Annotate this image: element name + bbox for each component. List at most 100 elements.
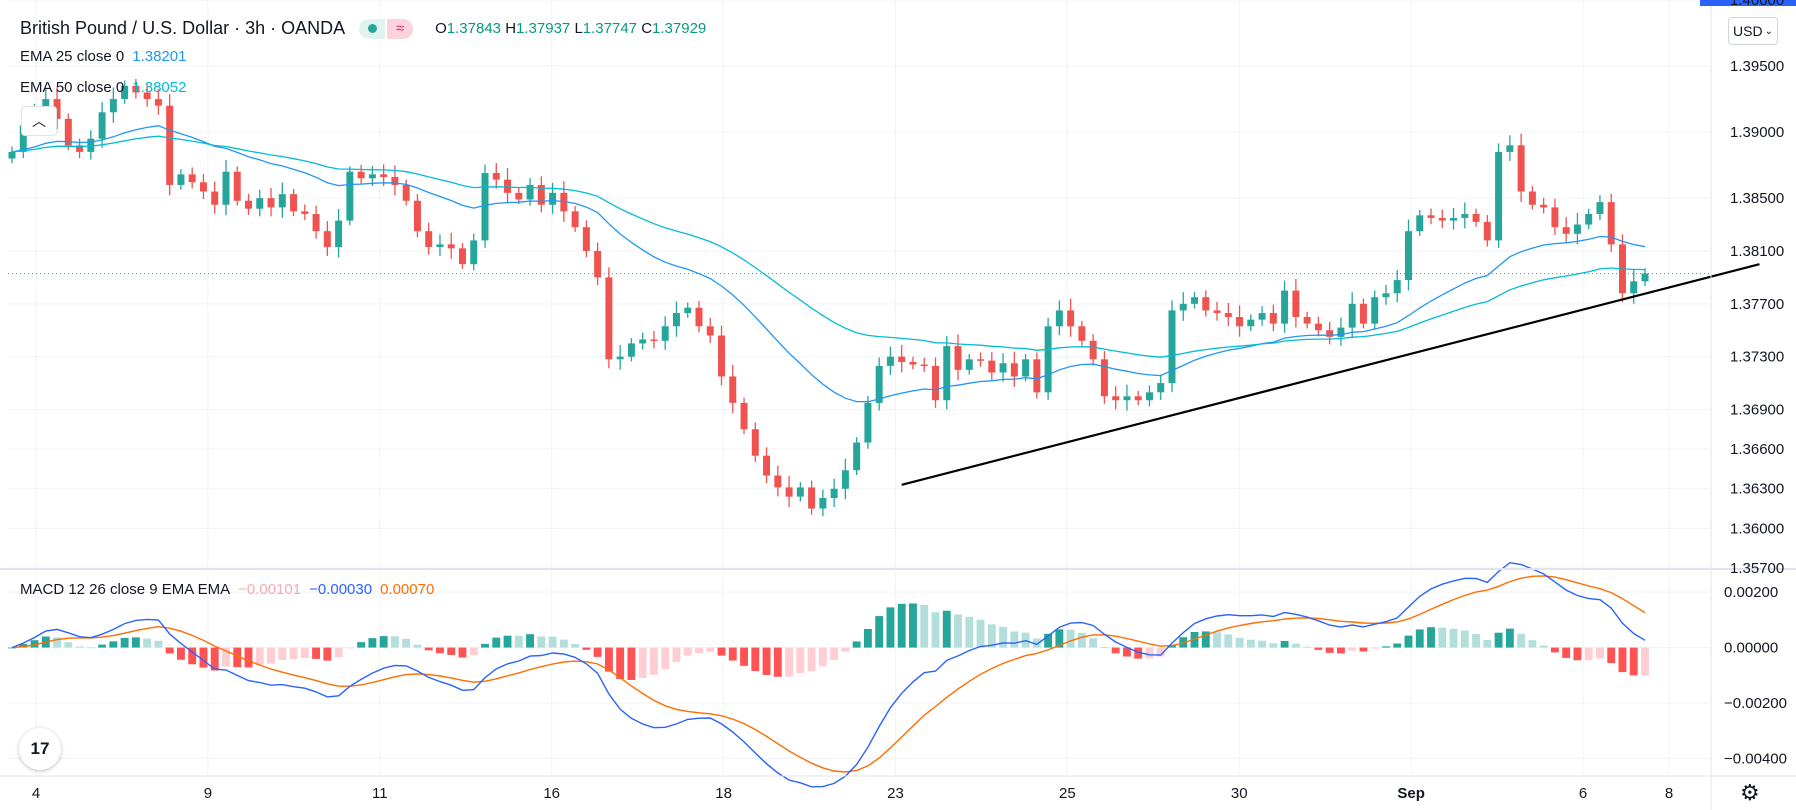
- time-tick-label: 30: [1231, 785, 1248, 802]
- macd-histogram-bar: [548, 636, 557, 648]
- price-axis[interactable]: 1.40000 1.39500 1.39000 1.38500 1.38100 1.377…: [1730, 0, 1784, 577]
- symbol-title[interactable]: British Pound / U.S. Dollar · 3h · OANDA: [20, 18, 346, 38]
- macd-histogram-bar: [210, 647, 219, 671]
- time-tick-label: 8: [1665, 785, 1673, 802]
- macd-legend[interactable]: MACD 12 26 close 9 EMA EMA −0.00101 −0.0…: [20, 581, 434, 598]
- candle-down: [740, 402, 748, 430]
- collapse-legend-button[interactable]: ︿: [21, 106, 57, 136]
- macd-histogram-bar: [1404, 635, 1413, 648]
- candle-down: [233, 171, 241, 201]
- candle-up: [1585, 213, 1593, 225]
- candle-down: [1359, 303, 1367, 324]
- candle-up: [8, 151, 16, 159]
- candle-up: [999, 363, 1007, 373]
- market-status-badge[interactable]: ≈: [359, 18, 414, 39]
- macd-histogram-bar: [661, 647, 670, 670]
- price-tick-label: 1.36600: [1730, 441, 1784, 458]
- price-tick-label: 1.36900: [1730, 401, 1784, 418]
- candle-up: [616, 356, 624, 360]
- macd-histogram-bar: [627, 647, 636, 680]
- candle-up: [943, 346, 951, 401]
- macd-histogram-bar: [64, 642, 73, 648]
- macd-histogram-bar: [1629, 647, 1638, 676]
- candle-down: [1213, 310, 1221, 314]
- gear-icon[interactable]: ⚙: [1740, 780, 1760, 805]
- tradingview-logo[interactable]: 17: [19, 728, 61, 770]
- ema50-label: EMA 50 close 0: [20, 79, 125, 96]
- candle-down: [199, 182, 207, 192]
- candle-down: [594, 250, 602, 278]
- macd-histogram-bar: [176, 647, 185, 660]
- macd-histogram-bar: [323, 647, 332, 661]
- candle-down: [132, 85, 140, 93]
- macd-histogram-bar: [1393, 643, 1402, 648]
- candle-down: [718, 335, 726, 377]
- ema50-legend[interactable]: EMA 50 close 0 1.38052: [20, 79, 186, 96]
- macd-histogram-bar: [413, 644, 422, 648]
- macd-histogram-bar: [165, 647, 174, 654]
- candle-down: [323, 231, 331, 248]
- macd-histogram-bar: [357, 642, 366, 648]
- candle-up: [841, 470, 849, 489]
- candle-down: [774, 475, 782, 488]
- wave-icon: ≈: [387, 18, 414, 39]
- macd-histogram-bar: [1314, 647, 1323, 650]
- macd-axis[interactable]: 0.00200 0.00000 −0.00200 −0.00400: [1724, 584, 1787, 767]
- macd-histogram-bar: [447, 647, 456, 655]
- macd-label: MACD 12 26 close 9 EMA EMA: [20, 581, 231, 598]
- candle-down: [1540, 204, 1548, 208]
- candle-down: [312, 213, 320, 232]
- macd-histogram-bar: [86, 647, 95, 649]
- trendline-group[interactable]: [901, 263, 1760, 486]
- macd-histogram-bar: [672, 647, 681, 663]
- candle-up: [684, 307, 692, 314]
- macd-histogram-bar: [120, 637, 129, 648]
- candle-down: [571, 211, 579, 228]
- macd-histogram-bar: [638, 647, 647, 678]
- macd-tick-label: −0.00400: [1724, 750, 1787, 767]
- candle-up: [1461, 213, 1469, 218]
- candle-up: [368, 174, 376, 179]
- macd-histogram-bar: [131, 637, 140, 648]
- candle-down: [402, 184, 410, 201]
- candle-down: [1303, 317, 1311, 324]
- candle-down: [492, 173, 500, 180]
- macd-histogram-bar: [773, 647, 782, 677]
- macd-histogram-bar: [931, 612, 940, 648]
- macd-histogram-bar: [537, 636, 546, 648]
- time-axis[interactable]: 4 9 11 16 18 23 25 30 Sep 6 8: [32, 785, 1673, 802]
- candle-up: [1168, 310, 1176, 384]
- macd-histogram-bar: [1224, 634, 1233, 648]
- macd-histogram-bar: [1303, 646, 1312, 648]
- macd-histogram-bar: [424, 647, 433, 651]
- time-tick-label: 11: [372, 785, 388, 802]
- macd-histogram-bar: [1494, 632, 1503, 648]
- macd-histogram-bar: [1550, 647, 1559, 653]
- candle-down: [1078, 326, 1086, 341]
- macd-signal-value: 0.00070: [380, 581, 435, 598]
- macd-histogram-bar: [785, 647, 794, 677]
- candle-down: [1067, 310, 1075, 327]
- trendline: [901, 263, 1760, 486]
- currency-dropdown[interactable]: USD ⌄: [1728, 17, 1778, 45]
- macd-histogram-bar: [30, 640, 39, 648]
- time-tick-label: 16: [543, 785, 560, 802]
- macd-histogram-bar: [717, 647, 726, 656]
- close-label: C: [641, 20, 653, 37]
- ema25-legend[interactable]: EMA 25 close 0 1.38201: [20, 48, 186, 65]
- macd-histogram-bar: [830, 647, 839, 660]
- candle-up: [1337, 327, 1345, 337]
- macd-histogram-bar: [481, 643, 489, 648]
- macd-histogram-bar: [1641, 647, 1649, 676]
- macd-histogram-bar: [863, 628, 872, 648]
- macd-histogram-bar: [1269, 643, 1278, 648]
- macd-histogram-bar: [526, 634, 534, 648]
- macd-histogram-bar: [98, 644, 107, 648]
- last-price-marker: [1700, 0, 1796, 6]
- open-label: O: [435, 20, 447, 37]
- candle-down: [1010, 363, 1018, 377]
- price-tick-label: 1.38100: [1730, 243, 1784, 260]
- candle-down: [1269, 313, 1277, 324]
- candle-up: [672, 313, 680, 327]
